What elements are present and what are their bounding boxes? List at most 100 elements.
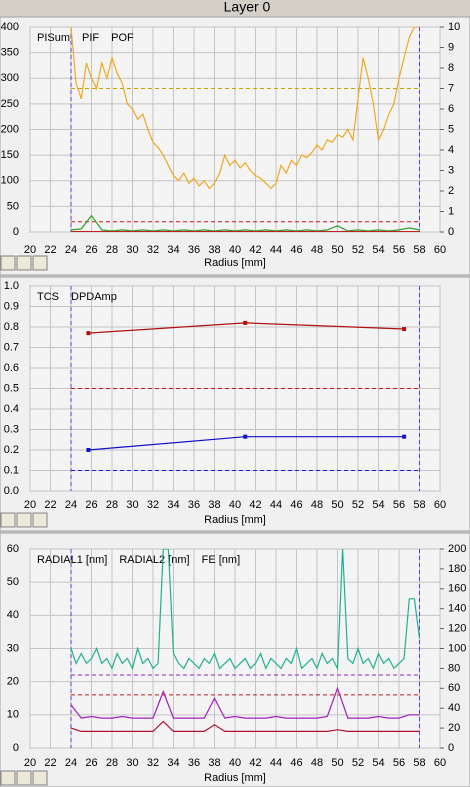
y2-tick-label: 8 (448, 62, 454, 74)
y-tick-label: 0.2 (4, 444, 19, 456)
y2-tick-label: 6 (448, 103, 454, 115)
x-tick-label: 52 (352, 757, 364, 769)
y2-tick-label: 180 (448, 563, 466, 575)
series-line (70, 214, 420, 232)
x-tick-label: 44 (270, 244, 282, 256)
x-tick-label: 30 (126, 499, 138, 511)
y2-tick-label: 20 (448, 722, 460, 734)
y-tick-label: 0.7 (4, 341, 19, 353)
y2-tick-label: 40 (448, 702, 460, 714)
legend-label: PIF (82, 32, 99, 44)
toolbar-button[interactable] (16, 770, 32, 786)
x-tick-label: 22 (44, 244, 56, 256)
x-tick-label: 58 (413, 244, 425, 256)
toolbar-button[interactable] (0, 512, 16, 528)
y-tick-label: 1.0 (4, 280, 19, 292)
x-tick-label: 60 (434, 499, 446, 511)
toolbar-button[interactable] (16, 255, 32, 271)
y-tick-label: 30 (7, 642, 19, 654)
y-tick-label: 100 (1, 175, 19, 187)
x-tick-label: 24 (65, 757, 77, 769)
legend-label: RADIAL1 [nm] (37, 554, 107, 566)
series-line (70, 27, 420, 190)
x-tick-label: 40 (229, 499, 241, 511)
x-tick-label: 50 (331, 757, 343, 769)
x-tick-label: 32 (147, 757, 159, 769)
x-tick-label: 26 (85, 244, 97, 256)
y2-tick-label: 2 (448, 185, 454, 197)
y-tick-label: 0 (13, 742, 19, 754)
x-tick-label: 38 (208, 499, 220, 511)
y-tick-label: 150 (1, 149, 19, 161)
x-tick-label: 42 (249, 757, 261, 769)
legend-label: RADIAL2 [nm] (119, 554, 189, 566)
y2-tick-label: 7 (448, 82, 454, 94)
x-tick-label: 42 (249, 244, 261, 256)
toolbar-button[interactable] (32, 770, 48, 786)
y-tick-label: 0.1 (4, 464, 19, 476)
x-axis-label: Radius [mm] (204, 257, 266, 269)
y-tick-label: 0.0 (4, 485, 19, 497)
y-tick-label: 20 (7, 676, 19, 688)
toolbar-button[interactable] (16, 512, 32, 528)
x-tick-label: 26 (85, 499, 97, 511)
legend-label: PISum (37, 32, 70, 44)
x-tick-label: 60 (434, 244, 446, 256)
point (402, 327, 407, 332)
y-tick-label: 400 (1, 21, 19, 33)
series-line (70, 549, 421, 671)
toolbar-button[interactable] (0, 255, 16, 271)
x-tick-label: 54 (372, 499, 384, 511)
x-tick-label: 56 (393, 499, 405, 511)
point (86, 448, 91, 452)
y2-tick-label: 9 (448, 41, 454, 53)
y2-tick-label: 0 (448, 226, 454, 238)
x-tick-label: 44 (270, 757, 282, 769)
y2-tick-label: 10 (448, 21, 460, 33)
x-tick-label: 32 (147, 499, 159, 511)
x-tick-label: 24 (65, 499, 77, 511)
point (86, 331, 91, 336)
y2-tick-label: 200 (448, 543, 466, 555)
x-tick-label: 36 (188, 244, 200, 256)
toolbar-button[interactable] (32, 255, 48, 271)
x-tick-label: 46 (290, 244, 302, 256)
legend-label: DPDAmp (71, 291, 117, 303)
point (243, 320, 248, 325)
x-tick-label: 24 (65, 244, 77, 256)
x-axis-label: Radius [mm] (204, 772, 266, 784)
x-tick-label: 36 (188, 757, 200, 769)
y-tick-label: 50 (7, 576, 19, 588)
x-tick-label: 60 (434, 757, 446, 769)
y2-tick-label: 140 (448, 603, 466, 615)
y-tick-label: 0.6 (4, 362, 19, 374)
y2-tick-label: 0 (448, 742, 454, 754)
x-tick-label: 22 (44, 757, 56, 769)
x-tick-label: 20 (24, 757, 36, 769)
y-tick-label: 350 (1, 47, 19, 59)
y2-tick-label: 3 (448, 164, 454, 176)
x-tick-label: 34 (167, 757, 179, 769)
x-tick-label: 56 (393, 244, 405, 256)
x-tick-label: 56 (393, 757, 405, 769)
legend-label: POF (111, 32, 134, 44)
y-tick-label: 250 (1, 98, 19, 110)
toolbar-button[interactable] (0, 770, 16, 786)
x-tick-label: 54 (372, 757, 384, 769)
point (243, 434, 248, 439)
x-tick-label: 58 (413, 757, 425, 769)
x-tick-label: 58 (413, 499, 425, 511)
x-tick-label: 36 (188, 499, 200, 511)
x-tick-label: 38 (208, 757, 220, 769)
y-tick-label: 0.8 (4, 321, 19, 333)
y-tick-label: 0.5 (4, 382, 19, 394)
x-tick-label: 28 (106, 244, 118, 256)
toolbar-button[interactable] (32, 512, 48, 528)
x-tick-label: 48 (311, 757, 323, 769)
series-line (70, 686, 420, 719)
x-tick-label: 50 (331, 244, 343, 256)
y2-tick-label: 60 (448, 682, 460, 694)
x-tick-label: 28 (106, 757, 118, 769)
y-tick-label: 0.9 (4, 300, 19, 312)
x-tick-label: 28 (106, 499, 118, 511)
